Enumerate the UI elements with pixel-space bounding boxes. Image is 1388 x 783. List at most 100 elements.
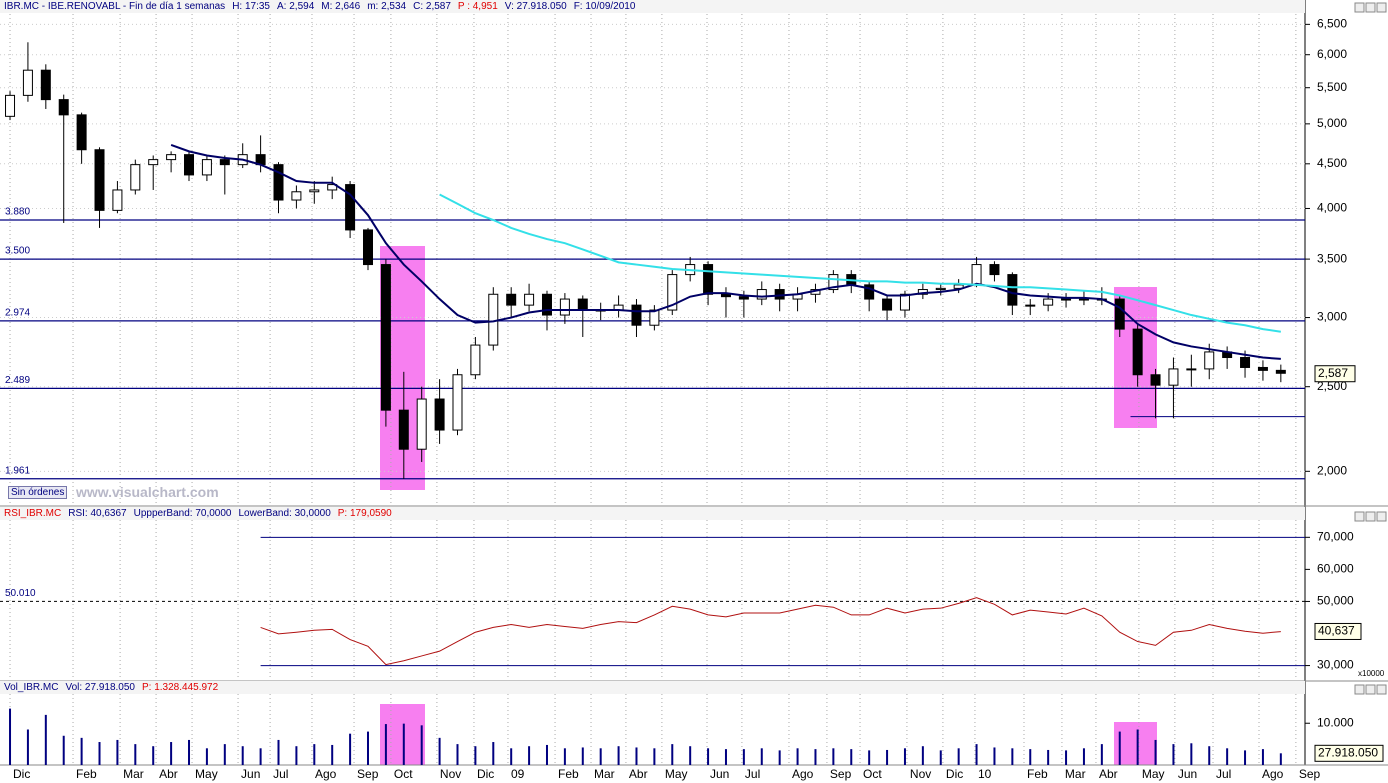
y-tick-label: 50,000 [1317,594,1354,608]
x-tick-label: May [665,767,688,781]
volume-bar [98,742,101,765]
volume-bar [1190,743,1193,765]
y-tick-label: 30,000 [1317,658,1354,672]
volume-bar [26,729,29,765]
x-tick-label: Jul [1216,767,1231,781]
value-box [1314,744,1384,762]
candle-body [201,159,212,176]
candle-body [362,229,373,266]
volume-bar [1172,744,1175,765]
volume-bar [1029,749,1032,765]
volume-bar [760,748,763,765]
y-tick-label: 4,500 [1317,156,1347,170]
volume-bar [241,746,244,765]
volume-bar [116,739,119,765]
header-item: M: 2,646 [321,1,361,12]
candle-body [309,189,320,193]
candle-body [452,374,463,431]
x-tick-label: 10 [978,767,992,781]
x-tick-label: Mar [123,767,144,781]
level-label: 1.961 [5,465,30,476]
value-box [1314,622,1362,640]
candle-body [327,184,338,191]
candle-body [1078,298,1089,301]
candle-body [828,274,839,291]
candle-body [470,344,481,376]
x-tick-label: Sep [1299,767,1321,781]
y-tick-label: 4,000 [1317,201,1347,215]
header-item: LowerBand: 30,0000 [238,508,331,519]
volume-bar [438,737,441,765]
candle-body [882,298,893,311]
x-tick-label: Sep [357,767,379,781]
volume-bar [223,744,226,765]
volume-bar [456,744,459,765]
volume-bar [1244,750,1247,765]
y-tick-label: 5,500 [1317,80,1347,94]
y-tick-label: 6,500 [1317,17,1347,31]
y-tick-label: 6,000 [1317,47,1347,61]
volume-bar [975,744,978,765]
candle-body [112,189,123,211]
candle-body [506,293,517,306]
candle-body [1114,298,1125,330]
volume-bar [1226,748,1229,765]
candle-body [953,284,964,289]
level-label: 2.974 [5,308,30,319]
candle-body [219,159,230,166]
candle-body [667,274,678,311]
candle-body [577,298,588,311]
volume-bar [420,725,423,765]
orders-button[interactable]: Sin órdenes [8,486,68,499]
candle-body [398,409,409,450]
candle-body [345,184,356,231]
x-tick-label: Jul [745,767,760,781]
highlight [1114,722,1157,765]
candle-body [380,264,391,411]
volume-bar [903,748,906,765]
candle-body [649,309,660,326]
header-item: H: 17:35 [232,1,270,12]
candle-body [1043,298,1054,306]
candle-body [703,264,714,295]
x-tick-label: Abr [1099,767,1118,781]
candle-body [1204,351,1215,370]
volume-bar [1261,749,1264,765]
candle-body [1186,368,1197,371]
candle-body [94,149,105,211]
header-item: V: 27.918.050 [504,1,567,12]
volume-bar [134,744,137,765]
y-tick-label: 5,000 [1317,116,1347,130]
volume-bar [1100,744,1103,765]
candle-body [541,293,552,316]
volume-bar [635,747,638,765]
moving-average [170,143,1281,360]
volume-bar [1118,731,1121,765]
header-item: Vol: 27.918.050 [65,682,135,693]
volume-bar [170,742,173,765]
volume-bar [384,724,387,765]
candle-body [166,154,177,161]
candle-body [631,304,642,326]
volume-bar [1065,750,1068,765]
band-label: 50.010 [5,588,36,599]
x-tick-label: Abr [629,767,648,781]
candle-body [76,114,87,151]
volume-bar [205,748,208,765]
volume-bar [1154,739,1157,765]
volume-bar [62,735,65,765]
y-tick-label: 70,000 [1317,529,1354,543]
volume-bar [9,708,12,765]
value-box-label: 40,637 [1318,624,1355,638]
x-tick-label: Feb [76,767,97,781]
value-box [1314,365,1356,383]
candle-body [1132,328,1143,376]
volume-bar [474,746,477,765]
x-tick-label: Abr [159,767,178,781]
volume-bar [528,746,531,765]
volume-bar [492,742,495,765]
volume-bar [277,739,280,765]
volume-bar [1047,749,1050,765]
window-buttons [1354,2,1387,695]
